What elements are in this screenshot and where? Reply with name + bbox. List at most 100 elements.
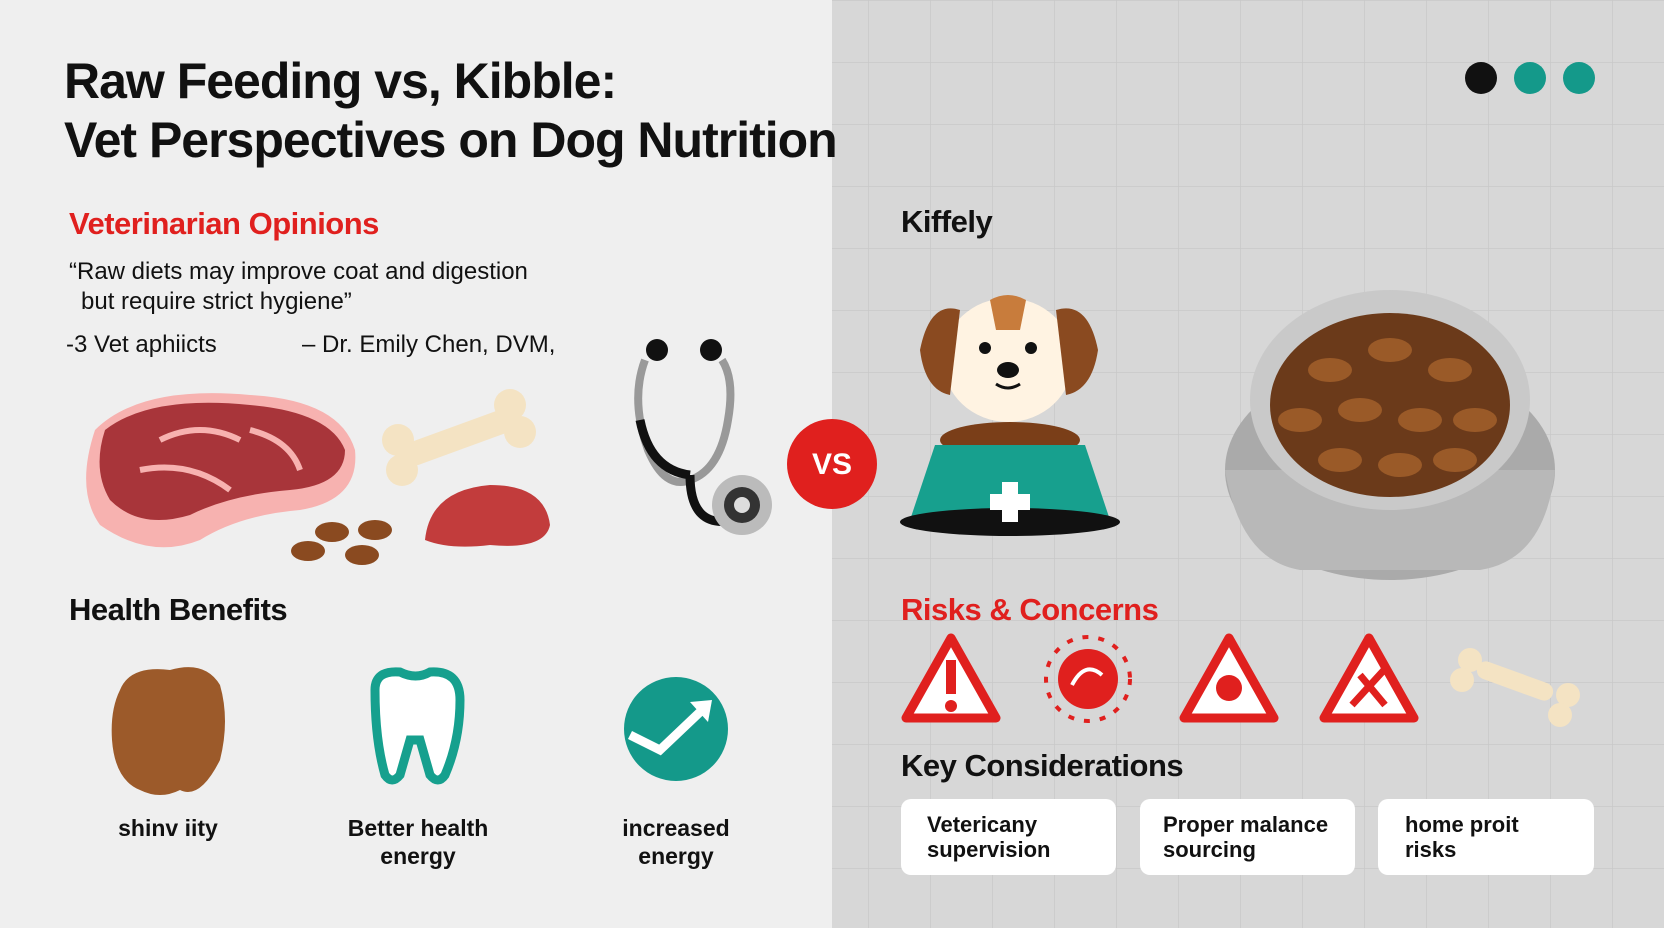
warning-icon xyxy=(1319,633,1419,723)
consideration-cards-part xyxy=(1378,799,1594,875)
energy-icon-part xyxy=(690,700,712,722)
bone-icon-part xyxy=(1450,668,1474,692)
warning-icon xyxy=(901,633,1001,723)
title-line: Vet Perspectives on Dog Nutrition xyxy=(64,112,837,168)
steak-icon xyxy=(86,393,356,548)
germ-icon-part xyxy=(1058,649,1118,709)
liver-icon xyxy=(425,485,550,547)
liver-icon-part xyxy=(425,485,550,547)
kibble-bowl-icon-part-part xyxy=(1453,408,1497,432)
dog-icon-part xyxy=(920,308,960,395)
consideration-cards xyxy=(901,799,1594,875)
card-text: Proper malance xyxy=(1163,812,1328,837)
germ-icon-part xyxy=(1044,635,1132,723)
dog-icon-part xyxy=(997,362,1019,378)
benefit-label: shinv iity xyxy=(118,815,218,841)
bone-icon-part xyxy=(386,454,418,486)
coat-icon-part xyxy=(111,667,225,795)
vs-badge xyxy=(787,419,877,509)
stethoscope-icon xyxy=(634,339,772,535)
steak-icon-part xyxy=(99,402,345,520)
attribution: – Dr. Emily Chen, DVM, xyxy=(302,331,555,358)
warning-icon-part xyxy=(1216,675,1242,701)
warning-icon-part xyxy=(945,700,957,712)
dog-icon-part xyxy=(1056,308,1098,395)
dog-icon-part xyxy=(990,295,1026,330)
germ-icon-part xyxy=(1070,667,1104,686)
kibble-pieces-part xyxy=(345,545,379,565)
window-dots-part xyxy=(1465,62,1497,94)
card-text: Vetericany xyxy=(927,812,1038,837)
section-heading: Risks & Concerns xyxy=(901,592,1158,627)
bone-icon-part xyxy=(494,389,526,421)
card-text: risks xyxy=(1405,837,1456,862)
consideration-cards-part xyxy=(1140,799,1355,875)
tooth-icon-part xyxy=(370,667,465,785)
quote-line: “Raw diets may improve coat and digestio… xyxy=(69,258,528,285)
kibble-bowl-icon-part-part xyxy=(1338,398,1382,422)
kibble-bowl-icon-part-part xyxy=(1433,448,1477,472)
bone-icon-part xyxy=(382,424,414,456)
tooth-icon xyxy=(370,667,465,785)
bone-icon xyxy=(1450,648,1580,727)
kibble-bowl-icon-part-part xyxy=(1318,448,1362,472)
window-dots-part xyxy=(1514,62,1546,94)
kibble-bowl-icon-part xyxy=(1278,338,1497,477)
warning-icon xyxy=(1179,633,1279,723)
kibble-bowl-icon-part-part xyxy=(1398,408,1442,432)
warning-icon-part xyxy=(1319,633,1419,723)
vs-badge-part xyxy=(787,419,877,509)
dog-icon-part xyxy=(995,382,1021,390)
card-text: home proit xyxy=(1405,812,1519,837)
warning-icon-part xyxy=(946,660,956,694)
kibble-pieces-part xyxy=(315,522,349,542)
benefit-label: increased xyxy=(622,815,729,841)
coat-icon xyxy=(111,667,225,795)
kibble-bowl-icon-part-part xyxy=(1308,358,1352,382)
bone-icon-part xyxy=(1458,648,1482,672)
stethoscope-icon-part xyxy=(646,339,668,361)
consideration-cards-part xyxy=(901,799,1116,875)
kibble-pieces xyxy=(291,520,392,565)
benefit-label: energy xyxy=(638,843,714,869)
kibble-bowl-icon-part xyxy=(1225,470,1555,570)
dog-icon xyxy=(920,295,1098,422)
card-text: sourcing xyxy=(1163,837,1256,862)
window-dots xyxy=(1465,62,1595,94)
dog-icon-part xyxy=(1025,342,1037,354)
bone-icon-part xyxy=(1548,703,1572,727)
benefit-label: Better health xyxy=(348,815,489,841)
dog-icon-part xyxy=(979,342,991,354)
section-heading: Key Considerations xyxy=(901,748,1183,783)
kibble-bowl-icon-part-part xyxy=(1368,338,1412,362)
quote-line: but require strict hygiene” xyxy=(81,288,352,315)
bone-icon-part xyxy=(504,416,536,448)
benefit-label: energy xyxy=(380,843,456,869)
title-line: Raw Feeding vs, Kibble: xyxy=(64,53,616,109)
stethoscope-icon-part xyxy=(700,339,722,361)
dog-bowl-icon-part xyxy=(990,494,1030,510)
steak-icon-part xyxy=(139,427,303,493)
vs-label: VS xyxy=(812,448,852,481)
kibble-pieces-part xyxy=(291,541,325,561)
section-heading: Veterinarian Opinions xyxy=(69,206,379,241)
bone-icon-part xyxy=(402,408,518,466)
dog-icon-part xyxy=(943,298,1073,422)
dog-bowl-icon xyxy=(900,422,1120,536)
kibble-bowl-icon-part-part xyxy=(1428,358,1472,382)
energy-icon xyxy=(624,677,728,781)
card-text: supervision xyxy=(927,837,1050,862)
kibble-bowl-icon-part-part xyxy=(1378,453,1422,477)
kibble-pieces-part xyxy=(358,520,392,540)
warning-icon-part xyxy=(1349,667,1388,708)
bone-icon xyxy=(382,389,536,486)
bone-icon-part xyxy=(1556,683,1580,707)
germ-icon xyxy=(1044,635,1132,723)
note: -3 Vet aphiicts xyxy=(66,331,217,358)
section-heading: Kiffely xyxy=(901,204,994,239)
stethoscope-icon-part xyxy=(734,497,750,513)
section-heading: Health Benefits xyxy=(69,592,287,627)
